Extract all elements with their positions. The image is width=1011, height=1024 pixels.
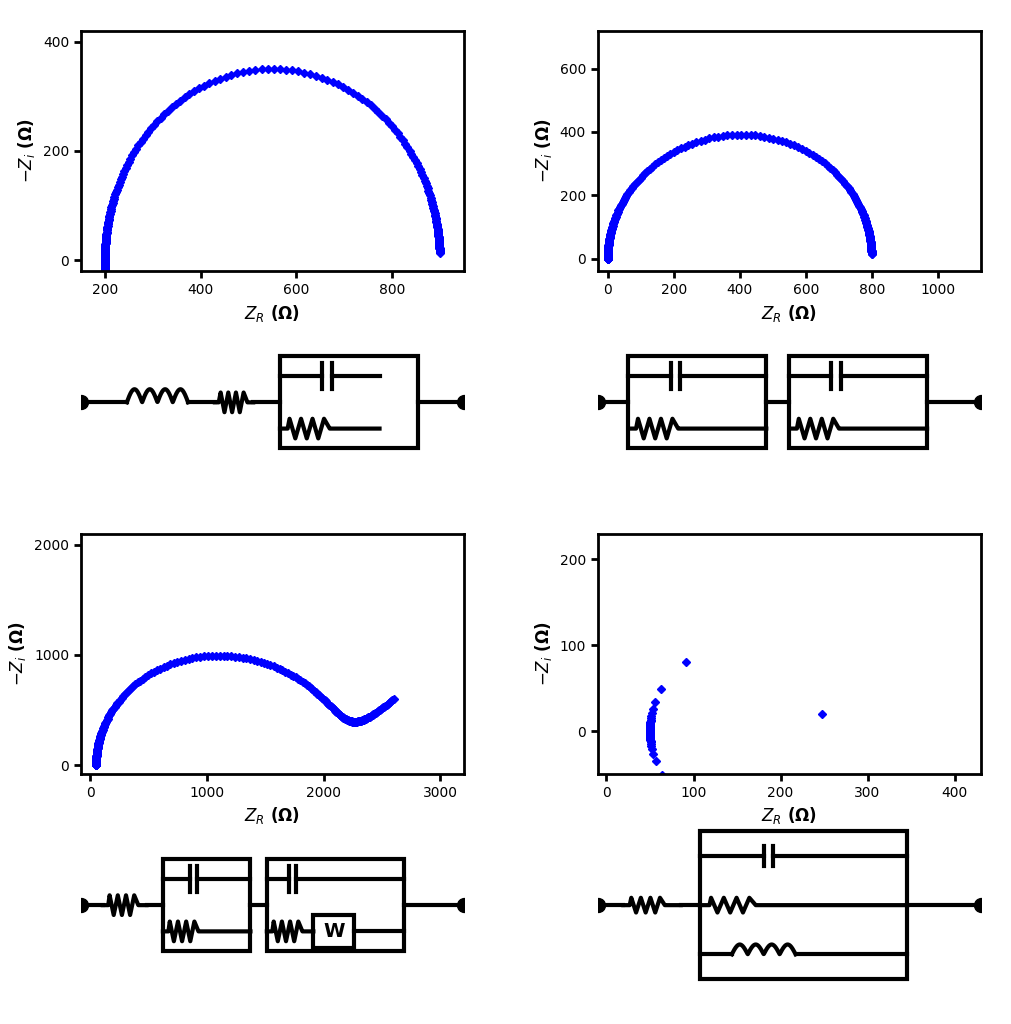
X-axis label: $Z_R$ (Ω): $Z_R$ (Ω) bbox=[761, 302, 817, 324]
X-axis label: $Z_R$ (Ω): $Z_R$ (Ω) bbox=[761, 805, 817, 826]
Bar bbox=[313, 915, 355, 948]
X-axis label: $Z_R$ (Ω): $Z_R$ (Ω) bbox=[245, 302, 300, 324]
Y-axis label: $-Z_i$ (Ω): $-Z_i$ (Ω) bbox=[7, 622, 28, 686]
Y-axis label: $-Z_i$ (Ω): $-Z_i$ (Ω) bbox=[16, 119, 37, 183]
Y-axis label: $-Z_i$ (Ω): $-Z_i$ (Ω) bbox=[533, 622, 554, 686]
Bar bbox=[700, 831, 907, 979]
Text: W: W bbox=[324, 922, 345, 941]
Bar bbox=[280, 356, 418, 449]
Bar bbox=[790, 356, 927, 449]
Bar bbox=[267, 859, 403, 951]
Y-axis label: $-Z_i$ (Ω): $-Z_i$ (Ω) bbox=[533, 119, 554, 183]
Bar bbox=[629, 356, 766, 449]
X-axis label: $Z_R$ (Ω): $Z_R$ (Ω) bbox=[245, 805, 300, 826]
Bar bbox=[163, 859, 251, 951]
